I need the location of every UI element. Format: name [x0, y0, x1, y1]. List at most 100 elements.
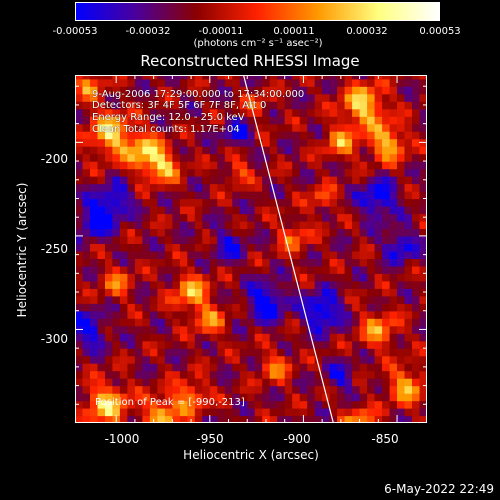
heatmap-cell: [292, 86, 301, 95]
heatmap-cell: [247, 75, 256, 80]
heatmap-cell: [329, 280, 338, 289]
heatmap-cell: [254, 93, 263, 102]
heatmap-cell: [292, 123, 301, 132]
heatmap-cell: [224, 116, 233, 125]
heatmap-cell: [352, 75, 361, 80]
heatmap-cell: [397, 78, 406, 87]
heatmap-cell: [239, 176, 248, 185]
heatmap-cell: [217, 378, 226, 387]
heatmap-cell: [337, 176, 346, 185]
heatmap-cell: [397, 355, 406, 364]
heatmap-cell: [179, 78, 188, 87]
heatmap-cell: [142, 93, 151, 102]
heatmap-cell: [142, 310, 151, 319]
heatmap-cell: [119, 123, 128, 132]
heatmap-cell: [412, 265, 421, 274]
heatmap-cell: [112, 146, 121, 155]
heatmap-cell: [397, 153, 406, 162]
heatmap-cell: [217, 363, 226, 372]
heatmap-cell: [134, 295, 143, 304]
heatmap-cell: [329, 198, 338, 207]
heatmap-cell: [172, 393, 181, 402]
heatmap-cell: [292, 393, 301, 402]
heatmap-cell: [112, 243, 121, 252]
heatmap-cell: [367, 228, 376, 237]
heatmap-cell: [164, 235, 173, 244]
heatmap-cell: [299, 295, 308, 304]
heatmap-cell: [97, 273, 106, 282]
heatmap-cell: [247, 168, 256, 177]
heatmap-cell: [307, 93, 316, 102]
heatmap-cell: [254, 363, 263, 372]
heatmap-cell: [322, 235, 331, 244]
heatmap-cell: [112, 93, 121, 102]
heatmap-cell: [157, 265, 166, 274]
heatmap-cell: [172, 333, 181, 342]
heatmap-cell: [127, 191, 136, 200]
heatmap-cell: [412, 116, 421, 125]
heatmap-cell: [247, 310, 256, 319]
heatmap-cell: [105, 213, 114, 222]
heatmap-cell: [359, 93, 368, 102]
heatmap-cell: [269, 191, 278, 200]
heatmap-cell: [149, 198, 158, 207]
heatmap-cell: [202, 348, 211, 357]
heatmap-cell: [119, 250, 128, 259]
heatmap-cell: [307, 146, 316, 155]
heatmap-cell: [322, 325, 331, 334]
heatmap-cell: [284, 378, 293, 387]
heatmap-cell: [119, 325, 128, 334]
heatmap-cell: [90, 168, 99, 177]
heatmap-cell: [142, 415, 151, 423]
heatmap-cell: [172, 415, 181, 423]
heatmap-cell: [397, 265, 406, 274]
heatmap-cell: [239, 348, 248, 357]
heatmap-cell: [149, 108, 158, 117]
heatmap-cell: [322, 146, 331, 155]
heatmap-cell: [404, 168, 413, 177]
heatmap-cell: [112, 235, 121, 244]
heatmap-cell: [382, 280, 391, 289]
heatmap-cell: [217, 265, 226, 274]
heatmap-cell: [382, 243, 391, 252]
heatmap-cell: [217, 325, 226, 334]
heatmap-cell: [277, 116, 286, 125]
heatmap-cell: [359, 161, 368, 170]
heatmap-cell: [119, 75, 128, 80]
heatmap-cell: [284, 273, 293, 282]
heatmap-cell: [404, 78, 413, 87]
heatmap-cell: [389, 78, 398, 87]
heatmap-cell: [142, 116, 151, 125]
heatmap-cell: [127, 198, 136, 207]
heatmap-cell: [127, 86, 136, 95]
heatmap-cell: [284, 235, 293, 244]
heatmap-cell: [142, 213, 151, 222]
heatmap-cell: [105, 153, 114, 162]
heatmap-cell: [269, 273, 278, 282]
heatmap-cell: [389, 333, 398, 342]
heatmap-cell: [307, 116, 316, 125]
heatmap-cell: [389, 93, 398, 102]
heatmap-cell: [277, 228, 286, 237]
heatmap-cell: [322, 191, 331, 200]
heatmap-cell: [179, 153, 188, 162]
heatmap-cell: [352, 348, 361, 357]
heatmap-cell: [359, 340, 368, 349]
heatmap-cell: [209, 318, 218, 327]
heatmap-cell: [322, 161, 331, 170]
heatmap-cell: [374, 116, 383, 125]
heatmap-cell: [217, 228, 226, 237]
heatmap-cell: [412, 101, 421, 110]
heatmap-cell: [164, 146, 173, 155]
heatmap-cell: [262, 206, 271, 215]
heatmap-cell: [105, 198, 114, 207]
heatmap-cell: [149, 138, 158, 147]
heatmap-cell: [329, 303, 338, 312]
heatmap-cell: [269, 108, 278, 117]
heatmap-cell: [344, 116, 353, 125]
heatmap-cell: [75, 280, 84, 289]
heatmap-cell: [149, 325, 158, 334]
heatmap-cell: [307, 101, 316, 110]
heatmap-cell: [352, 116, 361, 125]
heatmap-cell: [172, 318, 181, 327]
